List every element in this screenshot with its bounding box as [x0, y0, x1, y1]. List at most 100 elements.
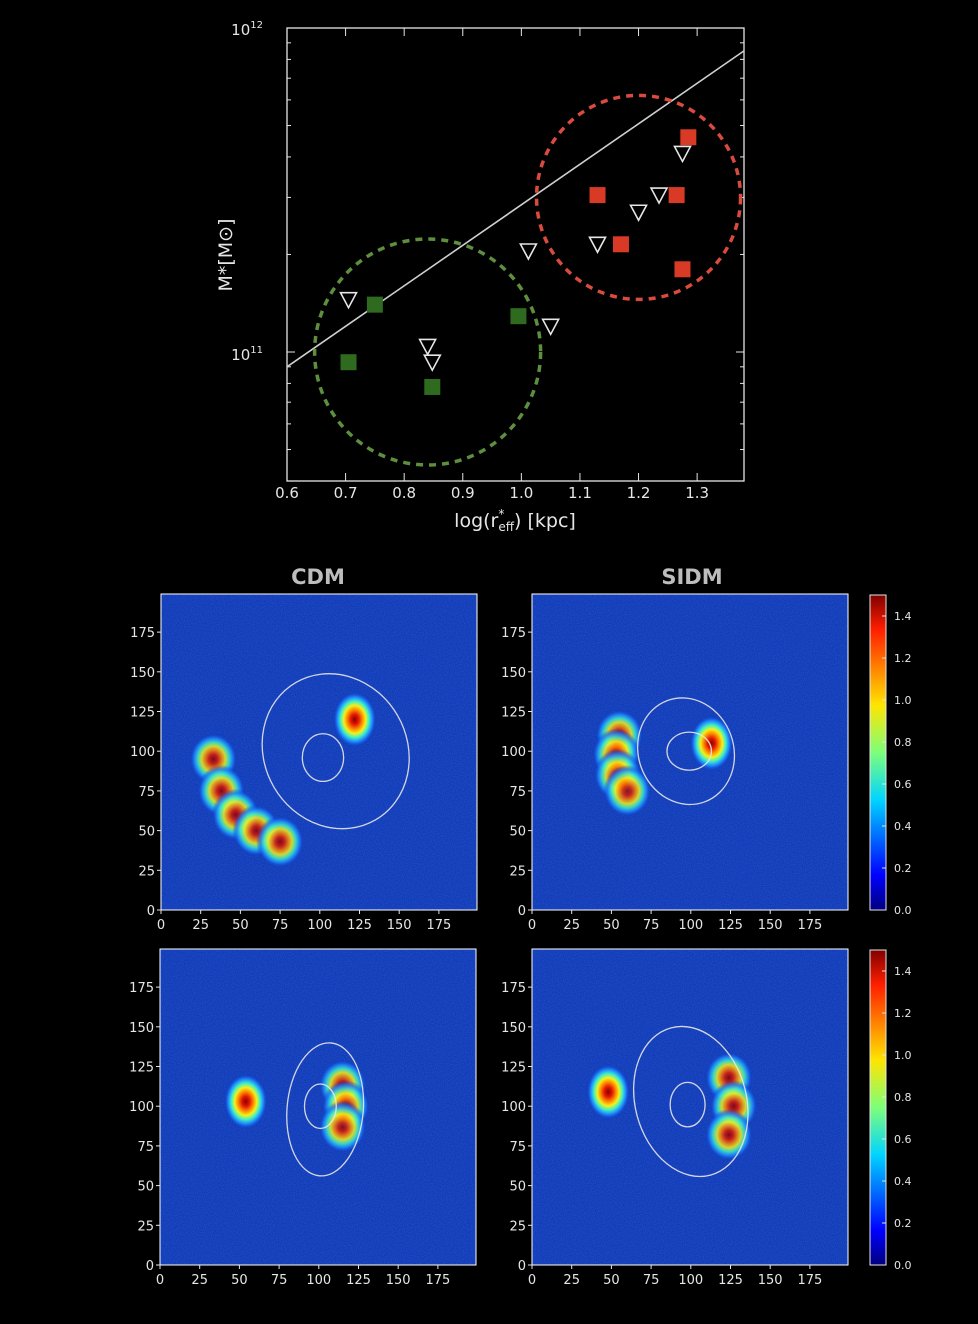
image-spot — [223, 1073, 268, 1130]
colorbar-1: 0.0 0.2 0.4 0.6 0.8 1.0 1.2 1.4 — [869, 594, 912, 917]
image-arc — [189, 733, 305, 868]
sidm-title: SIDM — [661, 565, 722, 589]
x-tick-label: 1.0 — [509, 484, 533, 502]
triangle-marker — [339, 291, 358, 310]
x-tick-label: 0.9 — [451, 484, 475, 502]
caustic-contour — [261, 673, 410, 830]
colorbar-tick-label: 0.8 — [894, 1091, 912, 1104]
arc-segment — [603, 764, 652, 817]
y-tick-label: 150 — [501, 1021, 526, 1036]
red-group-circle — [534, 93, 743, 302]
x-tick-label: 25 — [191, 1273, 208, 1288]
caustic-contour — [286, 1042, 365, 1177]
y-tick-label: 125 — [501, 706, 526, 721]
critical-contour — [301, 733, 345, 783]
map-noise — [532, 594, 848, 910]
heatmap-panel-cdm-row1: 00 25 25 50 50 75 75 100 100 125 125 150 150 175 175 — [130, 593, 478, 933]
image-arc — [592, 709, 652, 817]
map-noise — [160, 949, 476, 1265]
y-tick-label: 75 — [509, 1140, 526, 1155]
y-tick-label: 175 — [130, 626, 155, 641]
scatter-panel: M*[M⊙] log(r* eff) [kpc] 1012 1011 0.6 0.7… — [215, 20, 745, 534]
map-frame — [531, 593, 849, 911]
y-tick-label: 0 — [147, 904, 155, 919]
y-tick-label: 100 — [129, 1100, 154, 1115]
y-tick-label: 150 — [129, 1021, 154, 1036]
x-tick-label: 25 — [563, 918, 580, 933]
image-arc — [318, 1059, 370, 1153]
x-tick-label: 150 — [758, 918, 783, 933]
x-tick-label: 25 — [192, 918, 209, 933]
colorbar-tick-label: 1.0 — [894, 1049, 912, 1062]
colorbar-tick-label: 0.2 — [894, 862, 912, 875]
y-tick-label: 100 — [501, 1100, 526, 1115]
caustic-contour — [636, 697, 736, 806]
heatmap-panel-cdm-row2: 00 25 25 50 50 75 75 100 100 125 125 150 150 175 175 — [129, 948, 477, 1288]
x-tick-label: 50 — [603, 918, 620, 933]
red-square-marker — [589, 187, 606, 204]
red-square-marker — [668, 187, 685, 204]
y-tick-label: 150 — [501, 666, 526, 681]
y-tick-label: 0 — [518, 904, 526, 919]
x-tick-label: 50 — [231, 1273, 248, 1288]
colorbar-tick-label: 0.0 — [894, 904, 912, 917]
y-tick-label: 25 — [138, 864, 155, 879]
y-tick-label: 50 — [509, 1180, 526, 1195]
x-tick-label: 150 — [386, 1273, 411, 1288]
y-tick-label: 100 — [130, 745, 155, 760]
y-tick-label: 1012 — [231, 20, 263, 39]
triangle-marker — [541, 318, 560, 337]
x-axis-label-sub: eff — [498, 520, 514, 534]
y-tick-label: 50 — [137, 1180, 154, 1195]
x-tick-label: 100 — [306, 1273, 331, 1288]
y-tick-label: 125 — [501, 1061, 526, 1076]
y-tick-label: 1011 — [231, 345, 263, 364]
y-tick-label: 175 — [501, 626, 526, 641]
colorbar-tick-label: 0.4 — [894, 1175, 912, 1188]
critical-contour — [303, 1083, 337, 1130]
caustic-contour — [632, 1025, 749, 1178]
y-tick-label: 25 — [509, 1219, 526, 1234]
y-tick-label: 50 — [509, 825, 526, 840]
triangle-marker — [649, 187, 669, 205]
green-square-marker — [510, 308, 527, 325]
x-tick-label: 175 — [797, 1273, 822, 1288]
map-frame — [159, 948, 477, 1266]
y-tick-label: 75 — [509, 785, 526, 800]
x-tick-label: 1.3 — [685, 484, 709, 502]
x-axis-label: log(r* eff) [kpc] — [454, 507, 576, 534]
y-tick-label: 75 — [137, 1140, 154, 1155]
x-tick-label: 0.7 — [334, 484, 358, 502]
y-tick-label: 125 — [130, 706, 155, 721]
x-tick-label: 0.6 — [275, 484, 299, 502]
green-square-marker — [424, 378, 441, 395]
image-spot — [586, 1063, 631, 1120]
heatmap-grid: 0025255050757510010012512515015017517500… — [129, 593, 849, 1288]
x-tick-label: 0 — [157, 918, 165, 933]
x-tick-label: 1.2 — [627, 484, 651, 502]
colorbars: 0.0 0.2 0.4 0.6 0.8 1.0 1.2 1.4 0.0 0.2 0.4 0.6 0.8 1… — [869, 594, 912, 1272]
colorbar-gradient — [869, 949, 887, 1266]
x-tick-label: 0 — [156, 1273, 164, 1288]
y-tick-label: 100 — [501, 745, 526, 760]
green-group-circle — [312, 237, 543, 467]
arc-segment — [318, 1100, 367, 1153]
y-tick-label: 150 — [130, 666, 155, 681]
triangle-marker — [588, 236, 607, 254]
colorbar-tick-label: 1.2 — [894, 652, 912, 665]
y-tick-label: 25 — [509, 864, 526, 879]
x-tick-label: 175 — [797, 918, 822, 933]
x-tick-label: 0 — [528, 1273, 536, 1288]
x-tick-label: 100 — [678, 918, 703, 933]
x-tick-label: 100 — [307, 918, 332, 933]
x-axis-label-prefix: log(r — [454, 510, 498, 532]
x-tick-label: 0 — [528, 918, 536, 933]
colorbar-tick-label: 1.4 — [894, 610, 912, 623]
x-tick-label: 50 — [603, 1273, 620, 1288]
heatmap-panel-sidm-row2: 00 25 25 50 50 75 75 100 100 125 125 150 150 175 175 — [501, 948, 849, 1288]
y-axis-label: M*[M⊙] — [215, 218, 237, 291]
critical-contour — [666, 731, 713, 771]
x-tick-label: 25 — [563, 1273, 580, 1288]
x-tick-label: 175 — [426, 918, 451, 933]
